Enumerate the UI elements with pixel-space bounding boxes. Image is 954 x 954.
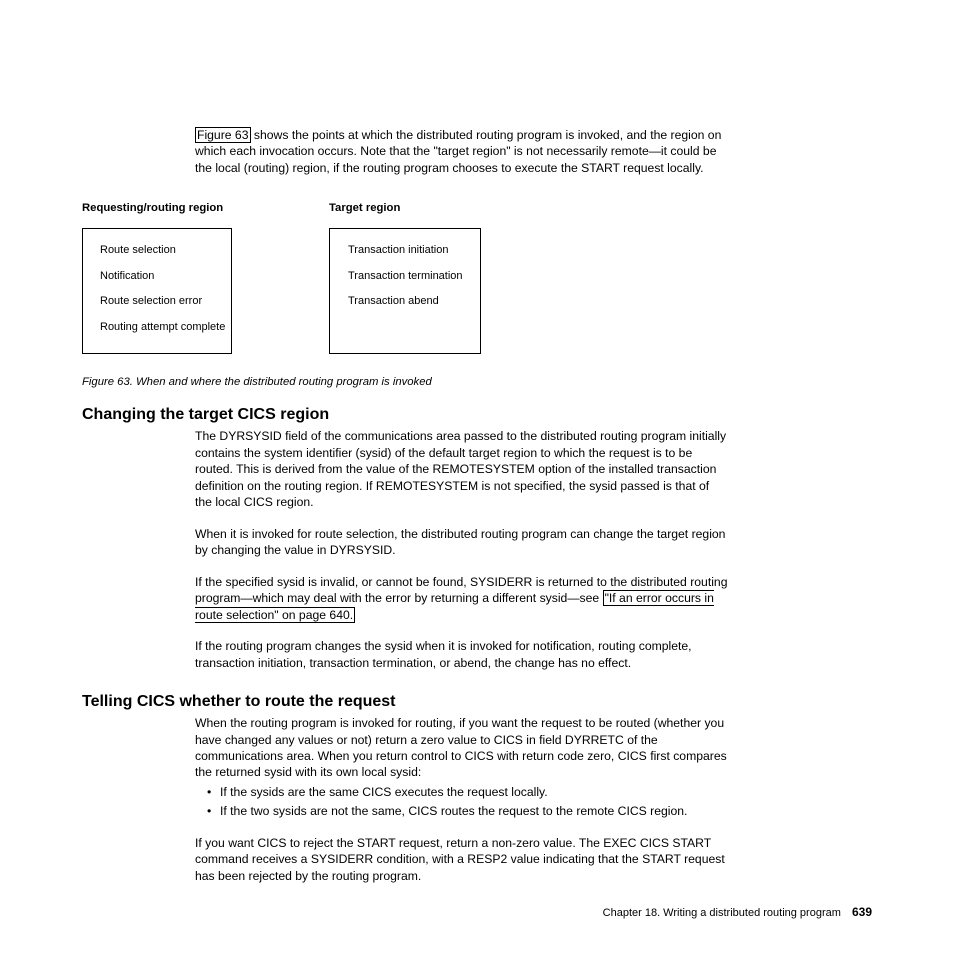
section2-p1: When the routing program is invoked for … [195, 715, 728, 781]
left-region-header: Requesting/routing region [82, 202, 232, 214]
section1-p4: If the routing program changes the sysid… [195, 638, 728, 671]
bullet-list: If the sysids are the same CICS executes… [207, 784, 728, 820]
box-item: Route selection error [100, 295, 220, 307]
page-number: 639 [852, 905, 872, 919]
figure-regions: Requesting/routing region Route selectio… [82, 202, 872, 354]
box-item: Transaction termination [348, 270, 469, 282]
right-region-header: Target region [329, 202, 481, 214]
bullet-item: If the sysids are the same CICS executes… [207, 784, 728, 800]
left-region-box: Route selection Notification Route selec… [82, 228, 232, 354]
intro-paragraph: Figure 63 shows the points at which the … [195, 127, 730, 176]
figure-63: Requesting/routing region Route selectio… [82, 202, 872, 388]
bullet-item: If the two sysids are not the same, CICS… [207, 803, 728, 819]
page-content: Figure 63 shows the points at which the … [82, 127, 872, 884]
page-footer: Chapter 18. Writing a distributed routin… [603, 905, 872, 919]
chapter-label: Chapter 18. Writing a distributed routin… [603, 907, 841, 919]
right-region-box: Transaction initiation Transaction termi… [329, 228, 481, 354]
section2-title: Telling CICS whether to route the reques… [82, 693, 872, 711]
box-item: Notification [100, 270, 220, 282]
section1-p1: The DYRSYSID field of the communications… [195, 428, 728, 510]
section2-p2: If you want CICS to reject the START req… [195, 835, 728, 884]
right-region: Target region Transaction initiation Tra… [329, 202, 481, 354]
box-item: Transaction initiation [348, 244, 469, 256]
section1-p2: When it is invoked for route selection, … [195, 526, 728, 559]
box-item: Route selection [100, 244, 220, 256]
section1-p3: If the specified sysid is invalid, or ca… [195, 574, 728, 623]
intro-text: shows the points at which the distribute… [195, 128, 721, 175]
left-region: Requesting/routing region Route selectio… [82, 202, 232, 354]
figure-caption: Figure 63. When and where the distribute… [82, 376, 872, 388]
box-item: Transaction abend [348, 295, 469, 307]
box-item: Routing attempt complete [100, 321, 220, 333]
section1-title: Changing the target CICS region [82, 406, 872, 424]
figure-link[interactable]: Figure 63 [195, 127, 251, 143]
